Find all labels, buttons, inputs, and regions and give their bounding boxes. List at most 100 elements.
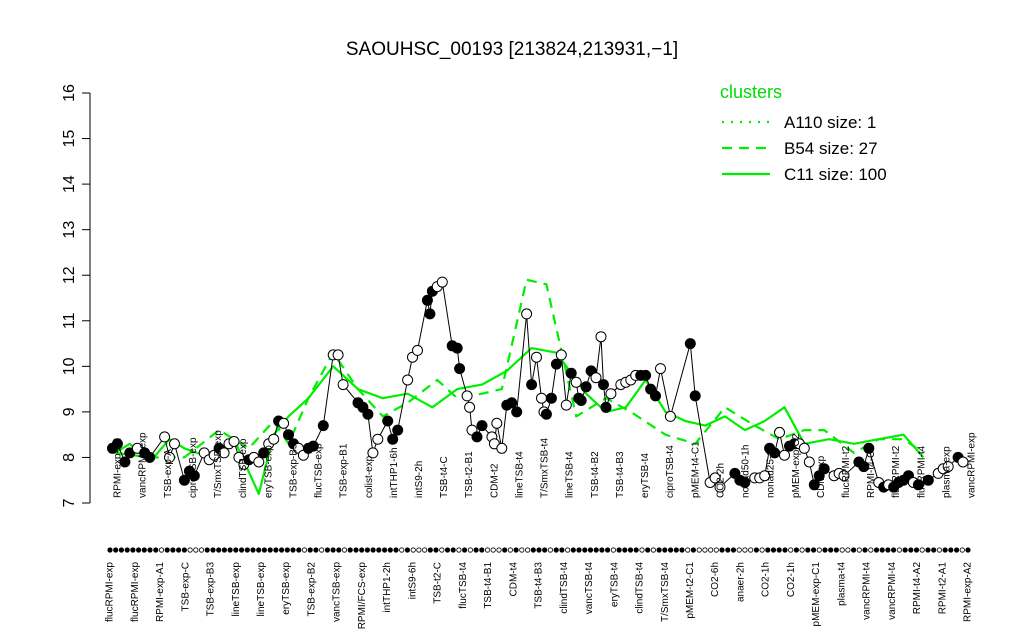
data-point — [714, 481, 726, 493]
rug-mark — [679, 547, 685, 553]
top-category-label: flucRPMI-t4 — [916, 445, 927, 498]
rug-mark — [250, 547, 256, 553]
rug-mark — [908, 547, 914, 553]
top-category-label: CO2-2h — [715, 463, 726, 498]
data-point — [595, 331, 607, 343]
bottom-category-label: CO2-1h — [786, 562, 797, 597]
data-point — [575, 395, 587, 406]
y-axis: 7 8 9 10 11 12 13 14 15 16 — [61, 84, 91, 507]
data-point — [111, 438, 123, 450]
top-category-label: CDM-t2 — [489, 463, 500, 498]
rug-mark — [404, 547, 410, 553]
legend-label: B54 size: 27 — [784, 139, 878, 158]
rug-mark — [427, 547, 433, 553]
data-points — [107, 276, 969, 493]
data-point — [464, 401, 476, 413]
bottom-category-label: TSB-t2-C — [433, 562, 444, 604]
rug-mark — [570, 547, 576, 553]
data-point — [436, 276, 448, 288]
top-category-label: RPMI-exp-A2 — [113, 438, 124, 498]
rug-mark — [239, 547, 245, 553]
rug-mark — [799, 547, 805, 553]
data-point — [655, 363, 666, 375]
rug-mark — [118, 547, 125, 553]
data-point — [471, 431, 483, 443]
data-point — [392, 424, 404, 436]
rug-mark — [490, 547, 496, 553]
y-tick-label: 12 — [61, 266, 78, 284]
data-point — [560, 399, 572, 411]
data-point — [689, 390, 701, 402]
top-category-label: flucTSB-exp — [314, 443, 325, 498]
rug-mark — [313, 547, 319, 553]
top-category-label: colist-exp — [364, 455, 375, 498]
rug-mark — [524, 547, 531, 553]
rug-mark — [164, 547, 170, 553]
rug-mark — [324, 547, 330, 553]
bottom-category-label: TSB-t4-B1 — [483, 562, 494, 609]
rug-mark — [410, 547, 416, 553]
rug-mark — [770, 547, 777, 553]
data-point — [362, 408, 374, 420]
y-tick-label: 16 — [61, 84, 78, 102]
top-category-label: intS9-2h — [414, 461, 425, 498]
rug-mark — [673, 547, 679, 553]
data-point — [421, 294, 433, 306]
rug-mark — [616, 547, 622, 553]
chart-title: SAOUHSC_00193 [213824,213931,−1] — [346, 39, 678, 60]
rug-mark — [187, 547, 193, 553]
rug-mark — [925, 547, 931, 553]
rug-mark — [822, 547, 828, 553]
rug-mark — [896, 547, 903, 553]
rug-mark — [193, 547, 199, 553]
data-point — [531, 351, 542, 363]
rug-mark — [747, 547, 754, 553]
data-point — [278, 417, 290, 429]
rug-mark — [536, 547, 542, 553]
bottom-category-label: TSB-exp-B2 — [307, 562, 318, 617]
rug-mark — [547, 547, 554, 553]
top-category-label: TSB-t4-B2 — [590, 451, 601, 498]
bottom-category-label: RPMI-exp-A2 — [963, 562, 974, 622]
rug-mark — [936, 547, 943, 553]
top-category-label: intTHP1-6h — [389, 447, 400, 498]
y-tick-label: 7 — [61, 498, 78, 507]
rug-mark — [645, 547, 651, 553]
data-point — [424, 308, 436, 320]
rug-mark — [107, 547, 113, 553]
rug-mark — [496, 547, 502, 553]
data-point — [550, 358, 562, 370]
top-category-label: vancRPMI-exp — [967, 432, 978, 498]
rug-mark — [610, 547, 617, 553]
rug-mark — [576, 547, 582, 553]
bottom-category-label: RPMI/FCS-exp — [357, 562, 368, 630]
rug-mark — [959, 547, 965, 553]
bottom-category-labels: flucRPMI-exp flucRPMI-exp RPMI-exp-A1 TSB-e… — [105, 562, 974, 630]
rug-mark — [776, 547, 782, 553]
top-category-label: lineTSB-t4 — [565, 451, 576, 498]
top-category-label: TSB-exp-A — [163, 449, 174, 498]
data-point — [258, 447, 270, 459]
rug-mark — [696, 547, 702, 553]
rug-mark — [330, 547, 336, 553]
data-point — [402, 374, 414, 386]
rug-mark — [599, 547, 605, 553]
rug-mark — [461, 547, 468, 553]
top-category-label: pMEM-exp-C2 — [791, 433, 802, 498]
bottom-category-label: TSB-t4-B3 — [534, 562, 545, 609]
data-point — [759, 470, 771, 482]
data-point — [555, 349, 567, 361]
rug-mark — [953, 547, 960, 553]
rug-mark — [227, 547, 233, 553]
rug-mark — [530, 547, 536, 553]
rug-mark — [170, 547, 176, 553]
rug-mark — [176, 547, 182, 553]
rug-mark — [130, 547, 136, 553]
rug-mark — [730, 547, 737, 553]
data-point — [774, 426, 785, 438]
top-category-label: RPMI-t4-C2 — [866, 445, 877, 498]
data-point — [684, 338, 696, 350]
legend-label: A110 size: 1 — [784, 113, 876, 132]
data-point — [664, 410, 676, 422]
rug-mark — [484, 547, 491, 553]
